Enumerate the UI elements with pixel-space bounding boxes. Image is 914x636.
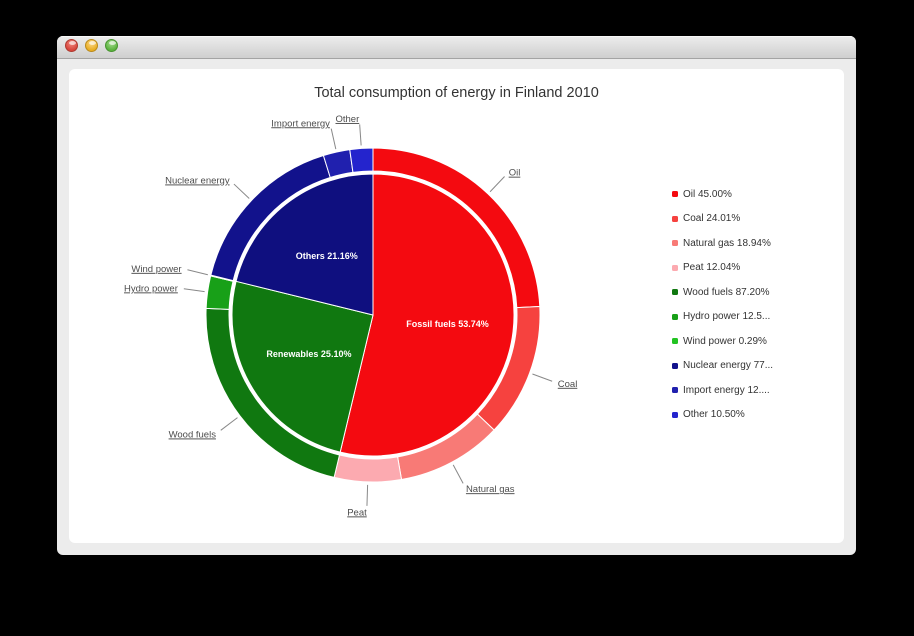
legend-label-other: Other 10.50%: [683, 409, 745, 421]
legend-label-natural-gas: Natural gas 18.94%: [683, 237, 771, 249]
label-connector-coal: [532, 373, 553, 382]
zoom-button[interactable]: [105, 39, 118, 52]
legend-marker-oil: [672, 191, 678, 198]
label-connector-peat: [366, 484, 369, 506]
label-connector-nuclear-energy: [233, 183, 250, 199]
point-label-import-energy: Import energy: [271, 118, 330, 129]
legend-marker-nuclear-energy: [672, 362, 678, 369]
point-label-hydro-power: Hydro power: [124, 283, 178, 294]
pie-slice-others[interactable]: [235, 173, 374, 316]
legend-label-wood-fuels: Wood fuels 87.20%: [683, 286, 770, 298]
legend-label-hydro-power: Hydro power 12.5...: [683, 311, 771, 323]
legend-label-nuclear-energy: Nuclear energy 77...: [683, 360, 774, 372]
legend-item-import-energy[interactable]: Import energy 12....: [672, 378, 773, 403]
legend-marker-wind-power: [672, 338, 678, 345]
legend-marker-natural-gas: [672, 240, 678, 247]
label-connector-import-energy: [330, 128, 337, 150]
label-connector-other: [359, 124, 362, 146]
label-connector-wind-power: [187, 269, 208, 276]
point-label-wind-power: Wind power: [131, 264, 181, 275]
legend-label-oil: Oil 45.00%: [683, 188, 732, 200]
pie-slice-renewables[interactable]: [231, 280, 374, 453]
legend-marker-import-energy: [672, 387, 678, 394]
ring-slice-other[interactable]: [349, 147, 374, 173]
pie-slice-fossil-fuels[interactable]: [339, 173, 515, 457]
ring-slice-peat[interactable]: [333, 454, 403, 483]
close-button[interactable]: [65, 39, 78, 52]
label-connector-oil: [489, 176, 505, 193]
legend-label-peat: Peat 12.04%: [683, 262, 741, 274]
data-label-others: Others 21.16%: [296, 251, 358, 261]
chart-panel: Total consumption of energy in Finland 2…: [69, 69, 844, 543]
legend-marker-wood-fuels: [672, 289, 678, 296]
legend-item-wind-power[interactable]: Wind power 0.29%: [672, 329, 773, 354]
point-label-coal: Coal: [558, 379, 578, 390]
minimize-button[interactable]: [85, 39, 98, 52]
data-label-renewables: Renewables 25.10%: [266, 349, 351, 359]
chart-title: Total consumption of energy in Finland 2…: [314, 85, 599, 101]
point-label-other: Other: [335, 114, 359, 125]
point-label-peat: Peat: [347, 507, 367, 518]
label-connector-wood-fuels: [220, 417, 238, 431]
label-connector-natural-gas: [452, 464, 464, 484]
legend-item-peat[interactable]: Peat 12.04%: [672, 256, 773, 281]
legend-item-wood-fuels[interactable]: Wood fuels 87.20%: [672, 280, 773, 305]
legend-item-hydro-power[interactable]: Hydro power 12.5...: [672, 305, 773, 330]
window-titlebar[interactable]: [57, 36, 856, 59]
legend-marker-other: [672, 411, 678, 418]
legend-marker-peat: [672, 264, 678, 271]
pie-chart-svg: Fossil fuels 53.74% Oil Coal Natural gas Pea…: [124, 114, 578, 518]
legend-item-oil[interactable]: Oil 45.00%: [672, 182, 773, 207]
legend-label-import-energy: Import energy 12....: [683, 384, 770, 396]
legend-item-nuclear-energy[interactable]: Nuclear energy 77...: [672, 354, 773, 379]
point-label-wood-fuels: Wood fuels: [169, 429, 217, 440]
legend-item-natural-gas[interactable]: Natural gas 18.94%: [672, 231, 773, 256]
ring-slice-hydro-power[interactable]: [205, 275, 234, 310]
point-label-oil: Oil: [509, 168, 521, 179]
legend-marker-hydro-power: [672, 313, 678, 320]
app-window: Total consumption of energy in Finland 2…: [57, 36, 856, 555]
legend-item-other[interactable]: Other 10.50%: [672, 403, 773, 428]
legend-label-coal: Coal 24.01%: [683, 213, 741, 225]
legend-marker-coal: [672, 215, 678, 222]
point-label-nuclear-energy: Nuclear energy: [165, 175, 230, 186]
point-label-natural-gas: Natural gas: [466, 484, 515, 495]
legend-item-coal[interactable]: Coal 24.01%: [672, 207, 773, 232]
chart-legend: Oil 45.00% Coal 24.01% Natural gas 18.94% P…: [672, 182, 773, 427]
legend-label-wind-power: Wind power 0.29%: [683, 335, 767, 347]
data-label-fossil-fuels: Fossil fuels 53.74%: [406, 319, 489, 329]
label-connector-hydro-power: [183, 288, 205, 293]
